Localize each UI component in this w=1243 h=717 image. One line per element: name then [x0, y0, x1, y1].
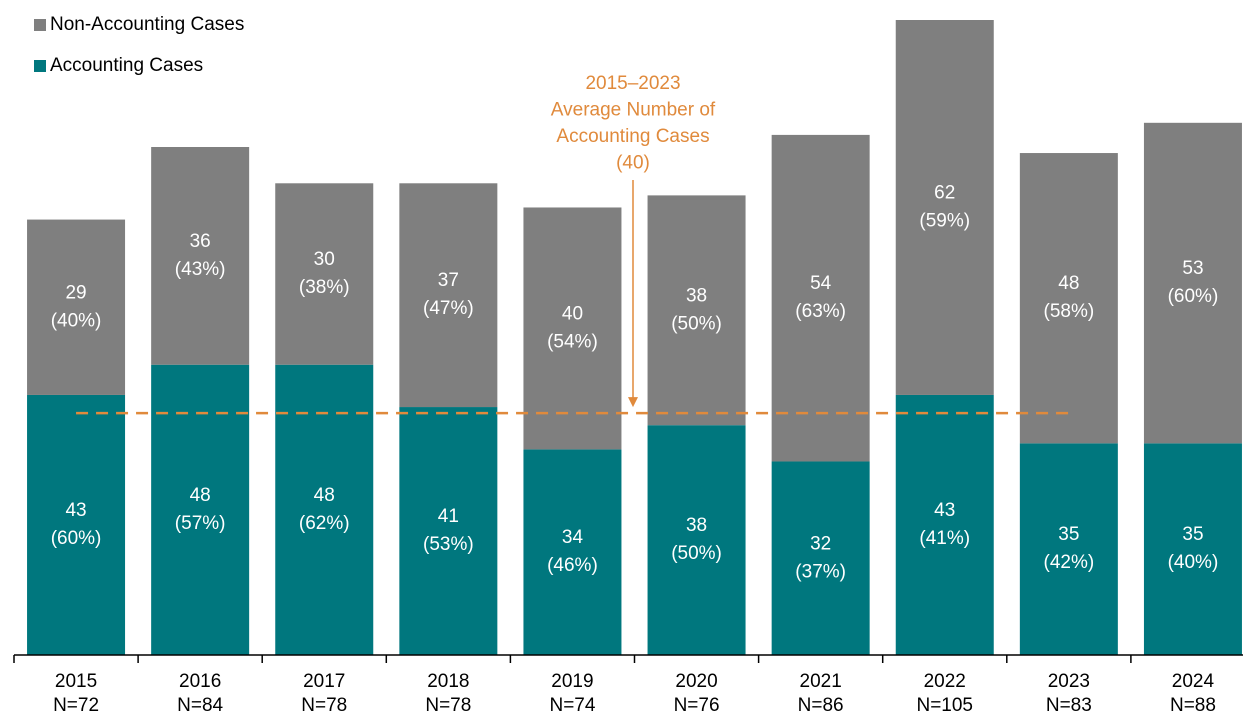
bar-segment [895, 20, 994, 395]
value-label: 38 [686, 515, 707, 536]
percent-label: (50%) [671, 543, 722, 564]
annotation-text: 2015–2023 [585, 73, 680, 94]
x-tick-label: 2015 [55, 671, 97, 692]
bar-segment [399, 183, 498, 408]
percent-label: (57%) [175, 513, 226, 534]
value-label: 36 [190, 231, 211, 252]
bar-segment [1143, 122, 1242, 444]
value-label: 48 [190, 485, 211, 506]
percent-label: (42%) [1044, 552, 1095, 573]
x-tick-label: 2021 [800, 671, 842, 692]
percent-label: (50%) [671, 313, 722, 334]
x-tick-sublabel: N=105 [916, 695, 973, 716]
legend-label: Non-Accounting Cases [50, 14, 244, 35]
annotation-text: (40) [616, 153, 650, 174]
x-tick-label: 2019 [551, 671, 593, 692]
x-tick-label: 2016 [179, 671, 221, 692]
x-tick-sublabel: N=86 [798, 695, 844, 716]
percent-label: (59%) [919, 210, 970, 231]
value-label: 48 [1058, 273, 1079, 294]
x-tick-sublabel: N=76 [674, 695, 720, 716]
bar-segment [1143, 443, 1242, 655]
x-tick-sublabel: N=78 [301, 695, 347, 716]
annotation-text: Accounting Cases [556, 126, 709, 147]
bar-segment [647, 195, 746, 426]
x-tick-sublabel: N=88 [1170, 695, 1216, 716]
value-label: 29 [65, 282, 86, 303]
x-tick-sublabel: N=74 [549, 695, 595, 716]
value-label: 40 [562, 303, 583, 324]
x-tick-label: 2024 [1172, 671, 1215, 692]
value-label: 38 [686, 285, 707, 306]
bar-segment [895, 394, 994, 655]
legend-label: Accounting Cases [50, 55, 203, 76]
x-tick-label: 2018 [427, 671, 469, 692]
value-label: 53 [1182, 258, 1203, 279]
value-label: 35 [1182, 524, 1203, 545]
percent-label: (40%) [1168, 552, 1219, 573]
percent-label: (58%) [1044, 301, 1095, 322]
legend-swatch [34, 19, 46, 31]
bar-segment [523, 207, 622, 450]
bar-segment [1019, 443, 1118, 655]
value-label: 35 [1058, 524, 1079, 545]
percent-label: (63%) [795, 301, 846, 322]
value-label: 41 [438, 506, 459, 527]
value-label: 32 [810, 533, 831, 554]
percent-label: (60%) [1168, 286, 1219, 307]
percent-label: (38%) [299, 277, 350, 298]
bar-segment [27, 219, 126, 395]
value-label: 43 [65, 500, 86, 521]
bar-segment [399, 407, 498, 655]
percent-label: (47%) [423, 298, 474, 319]
percent-label: (53%) [423, 534, 474, 555]
percent-label: (40%) [51, 310, 102, 331]
value-label: 48 [314, 485, 335, 506]
percent-label: (46%) [547, 555, 598, 576]
annotation-text: Average Number of [551, 100, 716, 121]
percent-label: (60%) [51, 528, 102, 549]
percent-label: (41%) [919, 528, 970, 549]
value-label: 37 [438, 270, 459, 291]
percent-label: (43%) [175, 259, 226, 280]
percent-label: (54%) [547, 331, 598, 352]
value-label: 62 [934, 182, 955, 203]
x-tick-label: 2023 [1048, 671, 1090, 692]
bar-segment [27, 394, 126, 655]
bar-segment [151, 147, 250, 365]
bar-segment [771, 461, 870, 655]
x-tick-label: 2017 [303, 671, 345, 692]
bar-segment [275, 183, 374, 365]
percent-label: (37%) [795, 561, 846, 582]
bar-segment [1019, 153, 1118, 444]
value-label: 34 [562, 527, 584, 548]
x-tick-label: 2020 [675, 671, 717, 692]
x-tick-sublabel: N=84 [177, 695, 223, 716]
x-tick-sublabel: N=78 [425, 695, 471, 716]
value-label: 54 [810, 273, 832, 294]
bar-segment [647, 425, 746, 655]
value-label: 43 [934, 500, 955, 521]
bar-segment [771, 134, 870, 462]
value-label: 30 [314, 249, 335, 270]
x-tick-sublabel: N=72 [53, 695, 99, 716]
bar-segment [275, 364, 374, 655]
bar-segment [151, 364, 250, 655]
x-tick-sublabel: N=83 [1046, 695, 1092, 716]
legend-swatch [34, 60, 46, 72]
x-tick-label: 2022 [924, 671, 966, 692]
bar-segment [523, 449, 622, 655]
percent-label: (62%) [299, 513, 350, 534]
annotation-arrowhead [628, 397, 638, 408]
